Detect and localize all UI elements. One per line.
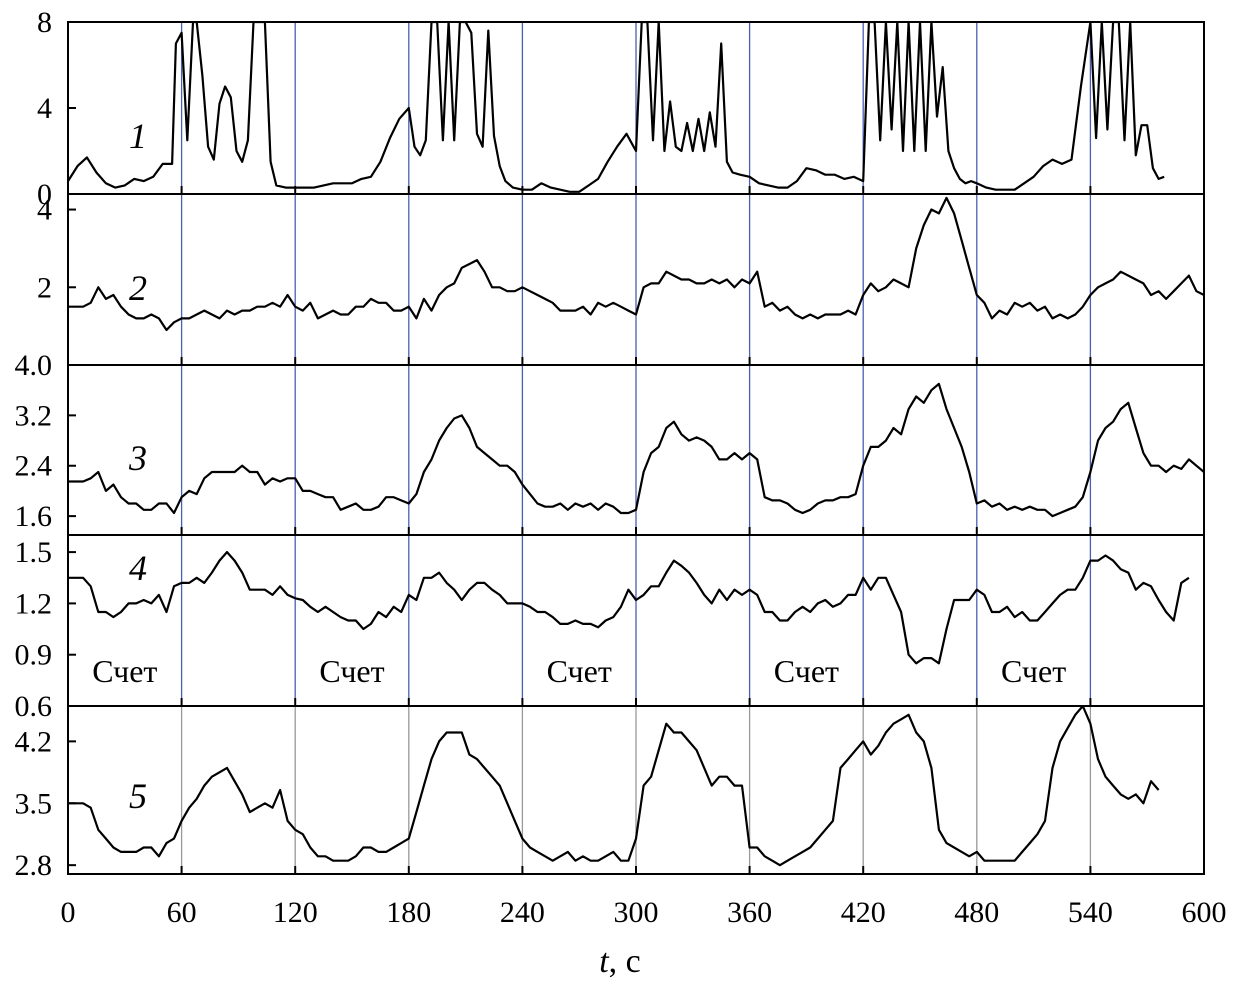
series-line-5 (68, 706, 1160, 867)
series-line-1 (68, 22, 1165, 193)
x-axis: 0 60 120 180 240 300 360 420 480 540 600 (61, 896, 1227, 929)
panel-label-1: 1 (129, 116, 147, 156)
panel-label-5: 5 (129, 776, 147, 816)
y-tick-label: 1.6 (15, 500, 53, 533)
x-axis-title: t, с (599, 943, 641, 980)
series-line-3 (68, 382, 1204, 518)
x-tick-label: 0 (61, 896, 76, 929)
x-tick-label: 480 (954, 896, 999, 929)
y-tick-label: 4.2 (15, 725, 53, 758)
y-tick-label: 2.4 (15, 450, 53, 483)
x-axis-var: t (599, 943, 610, 980)
series-line-2 (68, 196, 1204, 332)
x-tick-label: 240 (500, 896, 545, 929)
y-tick-label: 2.8 (15, 849, 53, 882)
x-tick-label: 600 (1182, 896, 1227, 929)
y-tick-label: 0 (37, 178, 52, 211)
panel-label-4: 4 (129, 548, 147, 588)
x-axis-unit: , с (609, 943, 641, 980)
x-tick-label: 360 (727, 896, 772, 929)
x-tick-label: 300 (614, 896, 659, 929)
y-tick-label: 1.5 (15, 536, 53, 569)
panel-4: 0.6 0.9 1.2 1.5 4 Счет Счет Счет Счет Счет (15, 534, 1205, 723)
panel-5: 2.8 3.5 4.2 5 (15, 705, 1205, 882)
y-tick-label: 4 (37, 92, 52, 125)
region-label: Счет (774, 653, 839, 689)
x-tick-label: 540 (1068, 896, 1113, 929)
y-tick-label: 4.0 (15, 349, 53, 382)
region-label: Счет (92, 653, 157, 689)
y-tick-label: 2 (37, 271, 52, 304)
panel-label-2: 2 (129, 268, 147, 308)
y-tick-label: 4 (37, 194, 52, 227)
region-label: Счет (547, 653, 612, 689)
y-tick-label: 1.2 (15, 587, 53, 620)
x-tick-label: 180 (386, 896, 431, 929)
y-tick-label: 0.9 (15, 639, 53, 672)
x-tick-label: 120 (273, 896, 318, 929)
y-tick-label: 3.2 (15, 399, 53, 432)
panel-2: 2 4 2 (37, 193, 1205, 366)
x-tick-label: 420 (841, 896, 886, 929)
region-label: Счет (1001, 653, 1066, 689)
panel-3: 1.6 2.4 3.2 4.0 3 (15, 349, 1205, 536)
region-label: Счет (319, 653, 384, 689)
x-tick-label: 60 (167, 896, 197, 929)
series-line-4 (68, 550, 1190, 665)
y-tick-label: 0.6 (15, 690, 53, 723)
panel-1: 0 4 8 1 (37, 6, 1205, 211)
y-tick-label: 8 (37, 6, 52, 39)
y-tick-label: 3.5 (15, 787, 53, 820)
panel-label-3: 3 (128, 438, 147, 478)
